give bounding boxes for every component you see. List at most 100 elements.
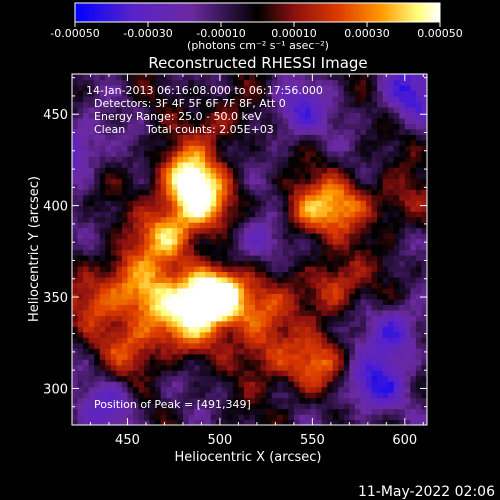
heatmap-cell bbox=[293, 370, 301, 377]
heatmap-cell bbox=[260, 95, 267, 103]
heatmap-cell bbox=[382, 254, 389, 262]
heatmap-cell bbox=[144, 74, 151, 81]
heatmap-cell bbox=[304, 123, 312, 130]
heatmap-cell bbox=[327, 150, 334, 157]
heatmap-cell bbox=[138, 326, 145, 333]
heatmap-cell bbox=[304, 337, 312, 344]
heatmap-cell bbox=[349, 90, 356, 97]
heatmap-cell bbox=[171, 200, 178, 207]
heatmap-cell bbox=[166, 161, 173, 168]
heatmap-cell bbox=[99, 95, 106, 103]
heatmap-cell bbox=[232, 106, 240, 113]
heatmap-cell bbox=[404, 315, 411, 322]
heatmap-cell bbox=[360, 74, 367, 81]
heatmap-cell bbox=[415, 392, 423, 399]
heatmap-cell bbox=[99, 364, 106, 371]
heatmap-cell bbox=[299, 304, 306, 311]
heatmap-cell bbox=[255, 397, 262, 404]
heatmap-cell bbox=[293, 315, 301, 322]
heatmap-cell bbox=[277, 381, 284, 388]
heatmap-cell bbox=[382, 178, 389, 185]
heatmap-cell bbox=[404, 353, 411, 360]
heatmap-cell bbox=[216, 408, 223, 415]
heatmap-cell bbox=[243, 293, 251, 300]
heatmap-cell bbox=[144, 101, 151, 108]
heatmap-cell bbox=[232, 326, 240, 333]
heatmap-cell bbox=[288, 364, 295, 371]
heatmap-cell bbox=[127, 298, 134, 305]
heatmap-cell bbox=[160, 370, 167, 377]
heatmap-cell bbox=[121, 331, 129, 338]
heatmap-cell bbox=[88, 112, 95, 119]
heatmap-cell bbox=[266, 397, 273, 404]
heatmap-cell bbox=[260, 123, 267, 130]
heatmap-cell bbox=[421, 106, 427, 113]
heatmap-cell bbox=[282, 172, 289, 179]
heatmap-cell bbox=[221, 172, 228, 179]
heatmap-cell bbox=[260, 211, 267, 218]
heatmap-cell bbox=[421, 112, 427, 119]
heatmap-cell bbox=[393, 315, 400, 322]
heatmap-cell bbox=[144, 139, 151, 146]
heatmap-cell bbox=[177, 216, 184, 223]
heatmap-cell bbox=[360, 397, 367, 404]
heatmap-cell bbox=[399, 348, 406, 355]
heatmap-cell bbox=[255, 84, 262, 92]
heatmap-cell bbox=[77, 408, 84, 415]
heatmap-cell bbox=[404, 167, 411, 174]
heatmap-cell bbox=[171, 106, 178, 113]
heatmap-cell bbox=[277, 331, 284, 338]
heatmap-cell bbox=[271, 189, 278, 196]
heatmap-cell bbox=[399, 375, 406, 382]
heatmap-cell bbox=[171, 134, 178, 141]
heatmap-cell bbox=[171, 123, 178, 130]
heatmap-cell bbox=[121, 101, 129, 108]
heatmap-cell bbox=[249, 309, 256, 316]
heatmap-cell bbox=[144, 244, 151, 251]
heatmap-cell bbox=[238, 265, 245, 273]
heatmap-cell bbox=[338, 276, 345, 283]
heatmap-cell bbox=[321, 375, 328, 382]
heatmap-cell bbox=[155, 392, 162, 399]
heatmap-cell bbox=[88, 403, 95, 410]
heatmap-cell bbox=[277, 178, 284, 185]
heatmap-cell bbox=[94, 233, 101, 240]
heatmap-cell bbox=[205, 342, 212, 349]
heatmap-cell bbox=[293, 216, 301, 223]
heatmap-cell bbox=[354, 106, 362, 113]
heatmap-cell bbox=[360, 222, 367, 229]
heatmap-cell bbox=[310, 271, 317, 278]
heatmap-cell bbox=[382, 419, 389, 425]
heatmap-cell bbox=[138, 375, 145, 382]
heatmap-cell bbox=[144, 359, 151, 366]
heatmap-cell bbox=[77, 156, 84, 163]
heatmap-cell bbox=[116, 134, 123, 141]
heatmap-cell bbox=[349, 370, 356, 377]
heatmap-cell bbox=[171, 101, 178, 108]
heatmap-cell bbox=[127, 128, 134, 135]
heatmap-cell bbox=[332, 364, 339, 371]
heatmap-cell bbox=[188, 145, 195, 152]
heatmap-cell bbox=[133, 260, 140, 267]
heatmap-cell bbox=[360, 123, 367, 130]
heatmap-cell bbox=[199, 205, 206, 212]
heatmap-cell bbox=[116, 353, 123, 360]
heatmap-cell bbox=[160, 216, 167, 223]
heatmap-cell bbox=[349, 276, 356, 283]
heatmap-cell bbox=[243, 227, 251, 234]
heatmap-cell bbox=[266, 194, 273, 201]
heatmap-cell bbox=[182, 370, 190, 377]
heatmap-cell bbox=[377, 101, 384, 108]
heatmap-cell bbox=[116, 183, 123, 190]
heatmap-cell bbox=[155, 205, 162, 212]
heatmap-cell bbox=[288, 183, 295, 190]
heatmap-cell bbox=[354, 403, 362, 410]
heatmap-cell bbox=[160, 265, 167, 273]
heatmap-cell bbox=[360, 150, 367, 157]
heatmap-cell bbox=[327, 265, 334, 273]
heatmap-cell bbox=[243, 178, 251, 185]
heatmap-cell bbox=[282, 238, 289, 245]
heatmap-cell bbox=[255, 134, 262, 141]
heatmap-cell bbox=[404, 189, 411, 196]
heatmap-cell bbox=[360, 381, 367, 388]
